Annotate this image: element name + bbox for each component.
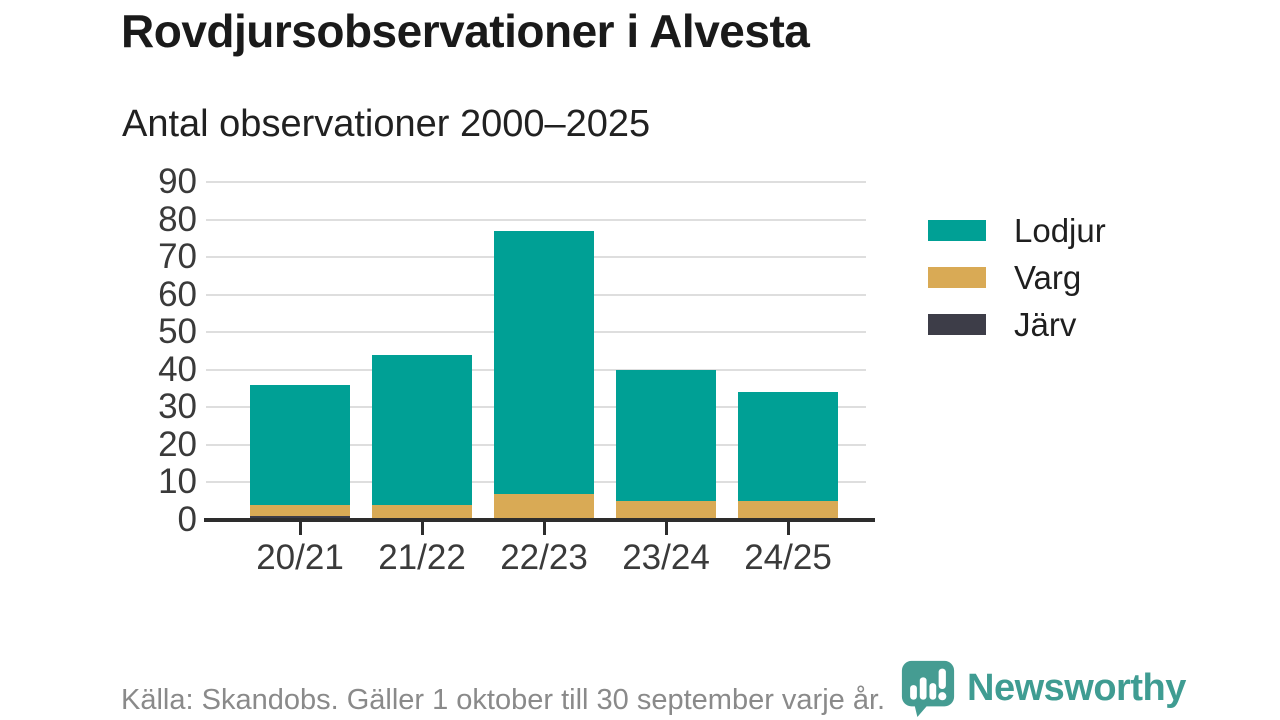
gridline: [206, 218, 866, 221]
chart-subtitle: Antal observationer 2000–2025: [122, 103, 651, 145]
x-axis-tick: [542, 522, 546, 535]
legend: Lodjur Varg Järv: [928, 211, 1106, 355]
y-tick-label: 20: [158, 424, 197, 464]
y-tick-label: 70: [158, 237, 197, 277]
x-axis-line: [204, 518, 875, 522]
newsworthy-logo: Newsworthy: [899, 658, 1186, 718]
source-note: Källa: Skandobs. Gäller 1 oktober till 3…: [121, 684, 886, 716]
legend-item-varg: Varg: [928, 258, 1106, 296]
y-tick-label: 80: [158, 199, 197, 239]
y-tick-label: 0: [177, 500, 197, 539]
y-tick-label: 50: [158, 312, 197, 352]
y-tick-label: 40: [158, 349, 197, 389]
x-axis-tick: [420, 522, 424, 535]
legend-swatch: [928, 267, 986, 288]
x-tick-label: 21/22: [378, 538, 466, 577]
legend-label: Varg: [1014, 258, 1082, 296]
x-tick-label: 23/24: [622, 538, 710, 577]
bar-segment-varg: [250, 504, 350, 517]
y-tick-label: 10: [158, 462, 197, 502]
x-axis-tick: [298, 522, 302, 535]
y-tick-label: 90: [158, 162, 197, 201]
y-tick-label: 30: [158, 387, 197, 427]
legend-swatch: [928, 220, 986, 241]
bar-segment-lodjur: [250, 384, 350, 505]
legend-label: Lodjur: [1014, 211, 1106, 249]
x-tick-label: 22/23: [500, 538, 588, 577]
bar-segment-varg: [738, 501, 838, 520]
bar-segment-lodjur: [616, 369, 716, 502]
bar-segment-lodjur: [738, 392, 838, 502]
bar-segment-lodjur: [372, 354, 472, 505]
legend-swatch: [928, 314, 986, 335]
bar-segment-varg: [494, 493, 594, 520]
x-axis-tick: [664, 522, 668, 535]
legend-item-järv: Järv: [928, 305, 1106, 343]
x-tick-label: 24/25: [744, 538, 832, 577]
newsworthy-speech-bubble-icon: [901, 660, 955, 717]
bar-segment-varg: [372, 504, 472, 520]
chart-title: Rovdjursobservationer i Alvesta: [121, 5, 810, 57]
y-tick-label: 60: [158, 274, 197, 314]
bar-segment-lodjur: [494, 230, 594, 494]
legend-item-lodjur: Lodjur: [928, 211, 1106, 249]
x-tick-label: 20/21: [256, 538, 344, 577]
gridline: [206, 181, 866, 183]
newsworthy-wordmark: Newsworthy: [967, 666, 1186, 709]
legend-label: Järv: [1014, 305, 1077, 343]
bar-segment-varg: [616, 501, 716, 520]
x-axis-tick: [786, 522, 790, 535]
